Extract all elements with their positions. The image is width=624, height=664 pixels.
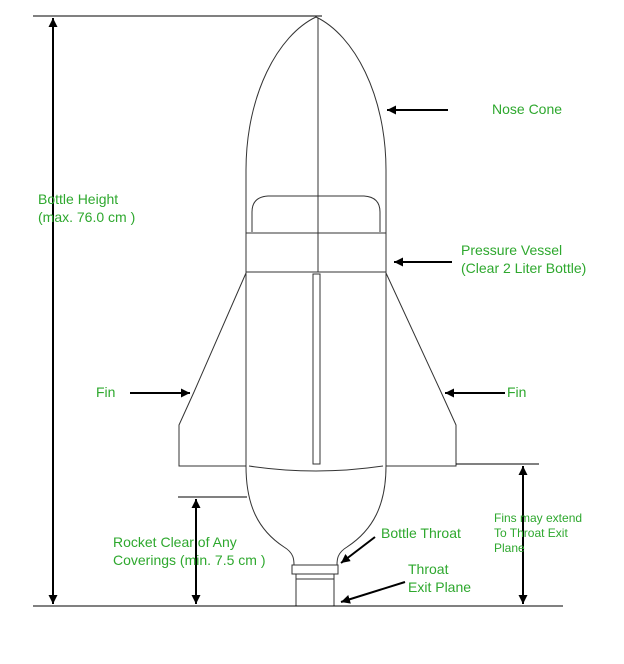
nose-cone-label: Nose Cone [492, 101, 563, 117]
rocket-clear-line-1: Rocket Clear of Any [113, 534, 237, 550]
throat-exit-line-1: Throat [408, 561, 449, 577]
pressure-vessel-line-1: Pressure Vessel [461, 242, 563, 258]
throat-exit-label: Throat Exit Plane [408, 561, 471, 596]
fins-extend-line-2: To Throat Exit [494, 526, 568, 540]
left-fin [178, 272, 247, 467]
bottle-shoulder [251, 195, 381, 232]
bottle-throat-label: Bottle Throat [381, 525, 461, 541]
fin-right-label: Fin [507, 384, 527, 400]
bottle-height-line-1: Bottle Height [38, 191, 119, 207]
bottom-band [248, 465, 384, 472]
throat-exit-pointer [340, 581, 406, 604]
nose-cone [245, 16, 387, 171]
bottle-throat-pointer [340, 536, 376, 564]
right-fin [385, 272, 457, 467]
pressure-vessel-line-2: (Clear 2 Liter Bottle) [461, 259, 587, 276]
fin-left-label: Fin [96, 384, 116, 400]
bottle-throat-collar [291, 564, 339, 575]
rocket-clear-line-2: Coverings (min. 7.5 cm ) [113, 551, 266, 568]
fins-extend-line-3: Plane [494, 541, 525, 555]
rocket-clear-label: Rocket Clear of Any Coverings (min. 7.5 … [113, 534, 265, 569]
fins-extend-line-1: Fins may extend [494, 511, 583, 525]
fins-extend-label: Fins may extend To Throat Exit Plane [494, 511, 582, 556]
throat-exit-line-2: Exit Plane [408, 578, 472, 595]
bottle-body [245, 170, 387, 566]
bottle-height-line-2: (max. 76.0 cm ) [38, 208, 136, 225]
center-strip [312, 273, 321, 465]
bottle-height-label: Bottle Height (max. 76.0 cm ) [38, 191, 135, 226]
pressure-vessel-label: Pressure Vessel (Clear 2 Liter Bottle) [461, 242, 586, 277]
